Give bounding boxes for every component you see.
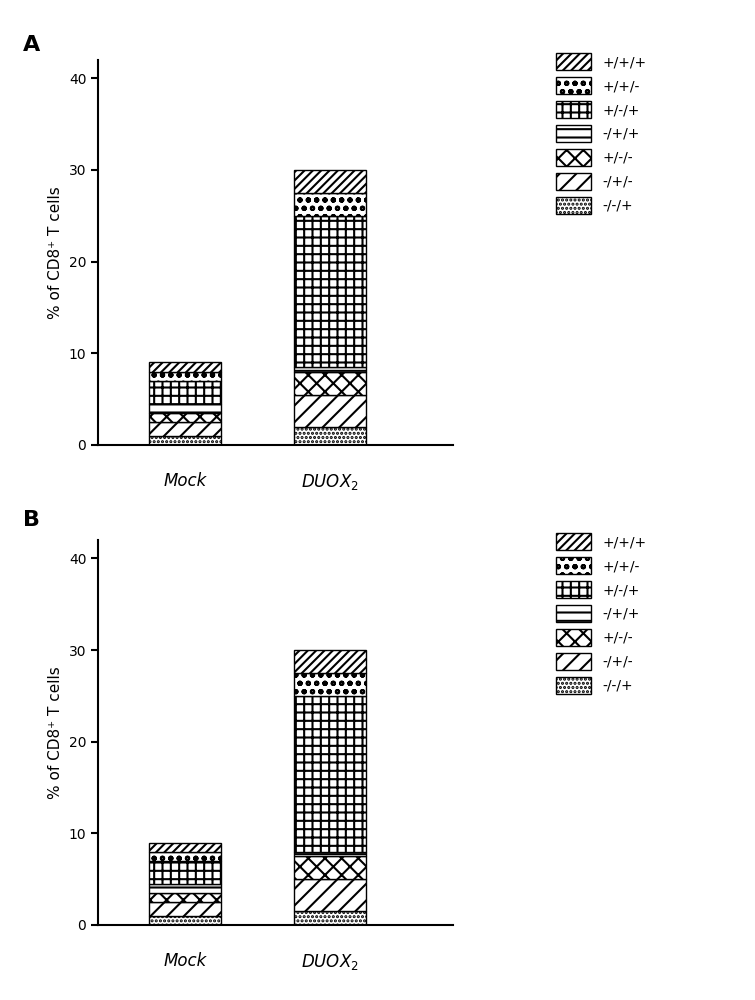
Bar [294,696,366,852]
Bar [149,902,221,916]
Bar [149,842,221,852]
Bar [294,193,366,216]
Bar [294,856,366,879]
Bar [149,381,221,404]
Bar [149,893,221,902]
Bar [149,852,221,861]
Bar [294,367,366,372]
Bar [294,650,366,673]
Bar [149,422,221,436]
Bar [149,362,221,372]
Legend: +/+/+, +/+/-, +/-/+, -/+/+, +/-/-, -/+/-, -/-/+: +/+/+, +/+/-, +/-/+, -/+/+, +/-/-, -/+/-… [551,48,652,219]
Bar [149,372,221,381]
Legend: +/+/+, +/+/-, +/-/+, -/+/+, +/-/-, -/+/-, -/-/+: +/+/+, +/+/-, +/-/+, -/+/+, +/-/-, -/+/-… [551,528,652,699]
Bar [294,673,366,696]
Text: Mock: Mock [163,952,207,970]
Bar [294,427,366,445]
Bar [149,413,221,422]
Bar [149,861,221,884]
Bar [149,404,221,413]
Text: B: B [23,510,40,530]
Text: Mock: Mock [163,472,207,490]
Text: $\mathit{DUOX_2}$: $\mathit{DUOX_2}$ [301,472,359,492]
Bar [294,911,366,925]
Text: A: A [23,35,40,55]
Bar [294,216,366,367]
Bar [149,436,221,445]
Y-axis label: % of CD8⁺ T cells: % of CD8⁺ T cells [48,666,63,799]
Bar [294,852,366,856]
Bar [294,395,366,427]
Bar [294,879,366,911]
Bar [149,884,221,893]
Y-axis label: % of CD8⁺ T cells: % of CD8⁺ T cells [48,186,63,319]
Bar [149,916,221,925]
Bar [294,372,366,395]
Bar [294,170,366,193]
Text: $\mathit{DUOX_2}$: $\mathit{DUOX_2}$ [301,952,359,972]
